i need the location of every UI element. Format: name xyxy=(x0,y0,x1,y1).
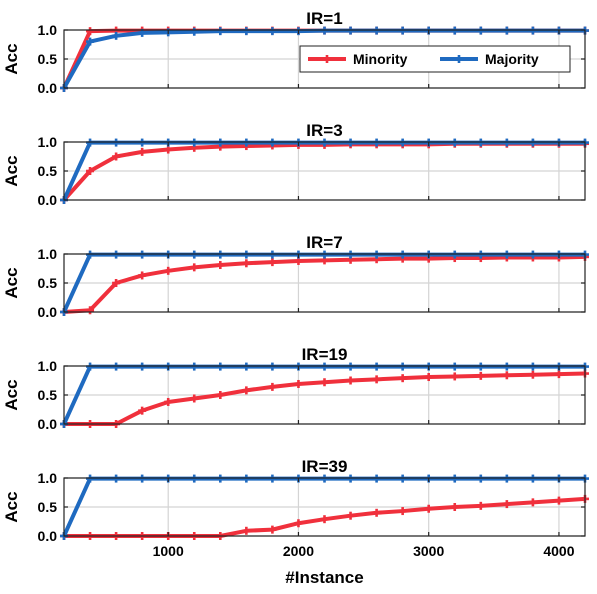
data-point-minority xyxy=(242,259,251,268)
data-point-minority xyxy=(502,500,511,509)
data-point-minority xyxy=(528,498,537,507)
data-point-minority xyxy=(528,370,537,379)
panel-2: 0.0 0.5 1.0 Acc IR=3 xyxy=(2,121,589,208)
y-tick-label: 0.5 xyxy=(38,275,58,291)
y-axis-label: Acc xyxy=(2,379,21,410)
data-point-minority xyxy=(424,373,433,382)
y-tick-label: 0.0 xyxy=(38,80,58,96)
y-tick-label: 0.5 xyxy=(38,387,58,403)
panel-title: IR=19 xyxy=(302,345,348,364)
y-axis-label: Acc xyxy=(2,43,21,74)
data-point-minority xyxy=(294,379,303,388)
legend-item-minority: Minority xyxy=(308,51,408,67)
data-point-minority xyxy=(86,167,95,175)
data-point-minority xyxy=(476,371,485,380)
panel-5: 0.0 0.5 1.0 Acc IR=39 1000 2000 3000 4000 #Instan… xyxy=(2,457,589,587)
y-axis-label: Acc xyxy=(2,267,21,298)
data-point-minority xyxy=(86,27,95,36)
legend-label: Minority xyxy=(353,51,408,67)
legend: Minority Majority xyxy=(299,45,571,73)
y-axis-label: Acc xyxy=(2,155,21,186)
data-point-minority xyxy=(242,386,251,395)
y-tick-label: 0.0 xyxy=(38,304,58,320)
data-point-majority xyxy=(216,27,225,36)
data-point-minority xyxy=(86,306,95,315)
data-point-minority xyxy=(450,503,459,511)
data-point-majority xyxy=(112,31,121,40)
panel-title: IR=7 xyxy=(306,233,342,252)
data-point-minority xyxy=(138,271,147,280)
panel-title: IR=1 xyxy=(306,9,342,28)
series-line-minority xyxy=(63,254,586,314)
data-point-minority xyxy=(554,496,563,505)
x-tick-label: 3000 xyxy=(413,543,444,559)
y-axis-label: Acc xyxy=(2,491,21,522)
data-point-minority xyxy=(112,279,121,287)
y-tick-label: 0.5 xyxy=(38,499,58,515)
x-tick-label: 2000 xyxy=(283,543,314,559)
y-tick-label: 0.0 xyxy=(38,192,58,208)
data-point-minority xyxy=(398,507,407,516)
legend-label: Majority xyxy=(485,51,539,67)
data-point-majority xyxy=(268,27,277,36)
data-point-minority xyxy=(554,370,563,379)
y-tick-label: 1.0 xyxy=(38,358,58,374)
data-point-minority xyxy=(424,504,433,513)
panel-1: 0.0 0.5 1.0 Acc IR=1 Minority Majority xyxy=(2,9,589,96)
data-point-minority xyxy=(294,519,303,528)
data-point-minority xyxy=(164,145,173,154)
data-point-minority xyxy=(372,508,381,517)
data-point-minority xyxy=(346,511,355,520)
data-point-minority xyxy=(398,374,407,383)
y-tick-label: 1.0 xyxy=(38,22,58,38)
data-point-minority xyxy=(372,375,381,384)
data-point-minority xyxy=(190,394,199,403)
panel-title: IR=39 xyxy=(302,457,348,476)
y-tick-label: 0.0 xyxy=(38,416,58,432)
data-point-minority xyxy=(216,261,225,270)
data-point-minority xyxy=(164,397,173,406)
data-point-minority xyxy=(476,501,485,510)
data-point-minority xyxy=(346,376,355,385)
x-axis-label: #Instance xyxy=(285,568,363,587)
legend-item-majority: Majority xyxy=(440,51,539,67)
y-tick-label: 1.0 xyxy=(38,246,58,262)
data-point-minority xyxy=(320,378,329,387)
data-point-minority xyxy=(268,258,277,267)
data-point-minority xyxy=(138,406,147,415)
y-tick-label: 0.5 xyxy=(38,163,58,179)
data-point-majority xyxy=(86,37,95,46)
x-tick-label: 1000 xyxy=(153,543,184,559)
data-point-minority xyxy=(320,515,329,524)
data-point-minority xyxy=(112,152,121,161)
panel-3: 0.0 0.5 1.0 Acc IR=7 xyxy=(2,233,589,320)
data-point-minority xyxy=(268,525,277,534)
data-point-majority xyxy=(242,27,251,36)
data-point-minority xyxy=(138,147,147,156)
x-tick-label: 4000 xyxy=(543,543,574,559)
y-tick-label: 0.5 xyxy=(38,51,58,67)
y-tick-label: 1.0 xyxy=(38,470,58,486)
y-tick-label: 0.0 xyxy=(38,528,58,544)
data-point-minority xyxy=(450,372,459,381)
data-point-minority xyxy=(502,371,511,380)
data-point-minority xyxy=(242,526,251,535)
data-point-minority xyxy=(268,382,277,391)
data-point-majority xyxy=(190,27,199,36)
panel-title: IR=3 xyxy=(306,121,342,140)
data-point-minority xyxy=(164,266,173,275)
data-point-minority xyxy=(190,263,199,272)
y-tick-label: 1.0 xyxy=(38,134,58,150)
panel-4: 0.0 0.5 1.0 Acc IR=19 xyxy=(2,345,589,432)
data-point-minority xyxy=(216,391,225,399)
